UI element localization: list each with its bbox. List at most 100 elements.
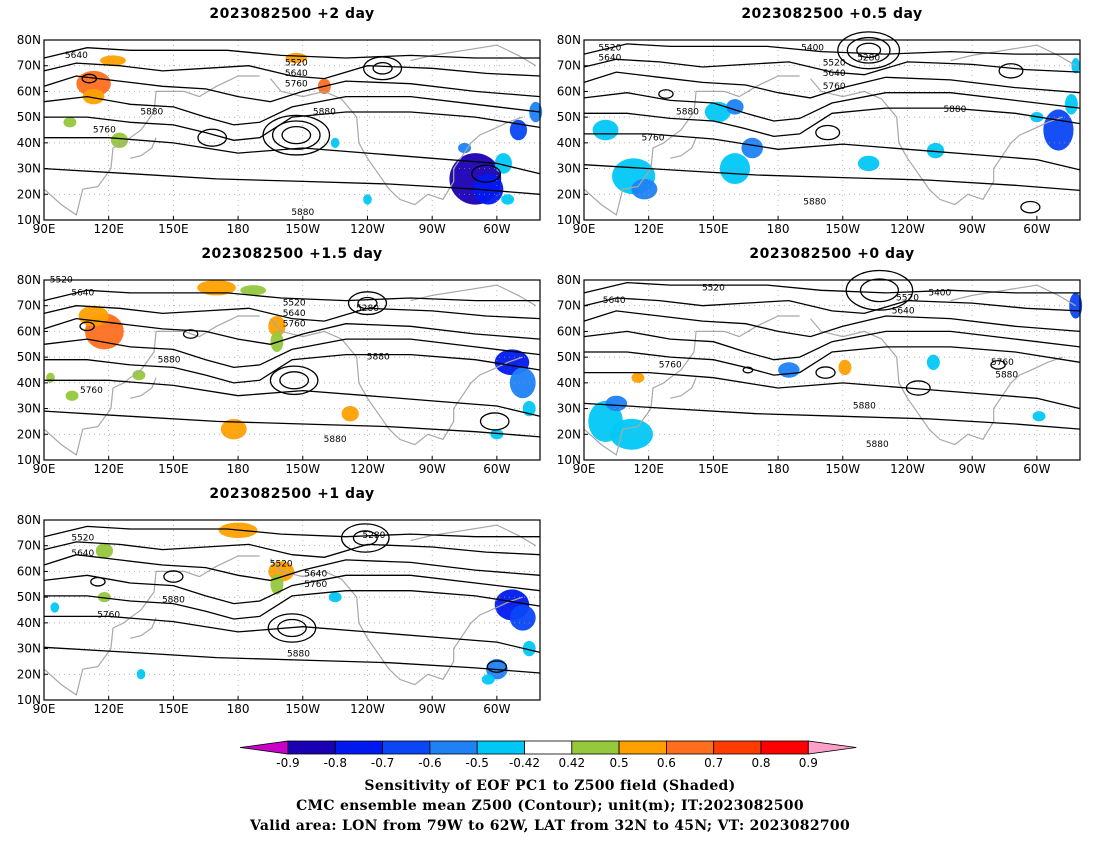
contour-label: 5520 — [702, 283, 725, 293]
shading-blob — [481, 674, 495, 685]
contour-ring — [81, 73, 98, 84]
contour-line — [43, 95, 541, 126]
shading-blob — [838, 359, 852, 376]
z500-contours — [43, 523, 541, 674]
map-panel-plus-0-day: 5640 5520 5520 5400 5640 5760 5760 5880 5880 5880… — [557, 269, 1083, 476]
lat-tick-label: 40N — [17, 136, 41, 150]
contour-label: 5640 — [823, 69, 846, 79]
coastline — [43, 75, 260, 216]
lat-tick-label: 70N — [17, 299, 41, 313]
lat-tick-label: 20N — [17, 667, 41, 681]
contour-line — [584, 133, 1081, 171]
lat-tick-label: 40N — [557, 136, 581, 150]
colorbar-segment — [429, 740, 478, 755]
contour-line — [43, 646, 541, 674]
lon-tick-label: 180 — [767, 222, 790, 236]
gridlines — [584, 280, 1080, 460]
contour-line — [43, 525, 540, 538]
lon-tick-label: 120E — [93, 702, 124, 716]
contour-label: 5520 — [283, 299, 306, 309]
contour-ring — [271, 120, 321, 150]
lat-tick-label: 20N — [17, 427, 41, 441]
lon-tick-label: 150E — [698, 462, 729, 476]
contour-label: 5880 — [995, 371, 1018, 381]
contour-label: 5760 — [823, 82, 846, 92]
shading-blob — [1064, 94, 1078, 115]
map-frame — [43, 279, 541, 461]
shading-blob — [65, 390, 79, 401]
coastline — [583, 315, 800, 456]
lon-tick-label: 180 — [227, 462, 250, 476]
contour-label: 5520 — [823, 59, 846, 69]
lat-tick-label: 30N — [557, 402, 581, 416]
map-frame — [43, 519, 541, 701]
contour-line — [583, 402, 1081, 430]
axis-labels: 90E 120E 150E 180 150W 120W 90W 60W 10N 20N 30N 40N… — [17, 273, 511, 476]
coastlines — [43, 44, 537, 216]
shading-blob — [605, 395, 628, 412]
colorbar-segment — [618, 740, 667, 755]
colorbar-segment — [524, 740, 573, 755]
contour-label: 5880 — [324, 435, 347, 445]
contour-line — [583, 58, 1081, 76]
contour-ring — [277, 618, 307, 638]
coastlines — [583, 284, 1077, 456]
contour-ring — [1020, 200, 1041, 214]
contour-line — [43, 317, 541, 345]
lat-tick-label: 80N — [557, 273, 581, 287]
contour-ring — [182, 329, 199, 339]
colorbar-label: 0.9 — [799, 756, 818, 770]
lat-tick-label: 70N — [557, 59, 581, 73]
contour-label: 5760 — [659, 360, 682, 370]
shading-blob — [100, 55, 126, 66]
contour-line — [44, 111, 541, 141]
lon-tick-label: 180 — [227, 702, 250, 716]
shading-blob — [631, 178, 658, 200]
coastlines — [43, 284, 537, 456]
contour-ring — [658, 89, 674, 99]
shading-blob — [509, 604, 536, 631]
contour-ring — [486, 660, 508, 673]
contour-label: 5400 — [928, 288, 951, 298]
shading-blob — [220, 418, 247, 440]
contour-label: 5520 — [598, 43, 621, 53]
coastline — [130, 137, 157, 159]
shading-blob — [609, 418, 654, 450]
lat-tick-label: 60N — [17, 84, 41, 98]
caption-line-1: Sensitivity of EOF PC1 to Z500 field (Sh… — [364, 778, 736, 794]
lat-tick-label: 10N — [557, 213, 581, 227]
contour-line — [43, 289, 540, 302]
contour-line — [584, 371, 1081, 410]
lon-tick-label: 120E — [633, 462, 664, 476]
lat-tick-label: 60N — [557, 324, 581, 338]
contour-line — [43, 167, 541, 195]
lon-tick-label: 150E — [158, 462, 189, 476]
contour-ring — [742, 366, 754, 374]
contour-label: 5880 — [162, 595, 185, 605]
contour-label: 5640 — [603, 296, 626, 306]
shading-blob — [741, 137, 763, 159]
contour-line — [44, 590, 541, 620]
shading-blob — [490, 429, 504, 440]
contour-label: 5760 — [93, 126, 116, 136]
gridlines — [584, 40, 1080, 220]
contour-label: 5880 — [140, 108, 163, 118]
contour-line — [43, 574, 541, 605]
contour-label: 5520 — [896, 294, 919, 304]
contour-label: 5520 — [285, 59, 308, 69]
contour-label: 5640 — [71, 288, 94, 298]
contour-ring — [479, 412, 510, 431]
lat-tick-label: 10N — [17, 693, 41, 707]
contour-ring — [197, 128, 228, 147]
coastline — [269, 318, 523, 446]
shading-blob — [926, 354, 940, 370]
contour-ring — [79, 321, 95, 332]
colorbar-segment — [287, 740, 336, 755]
z500-contours — [583, 31, 1081, 214]
coastline — [410, 284, 537, 307]
z500-contours — [583, 269, 1081, 430]
lat-tick-label: 50N — [557, 350, 581, 364]
lon-tick-label: 90W — [959, 462, 986, 476]
